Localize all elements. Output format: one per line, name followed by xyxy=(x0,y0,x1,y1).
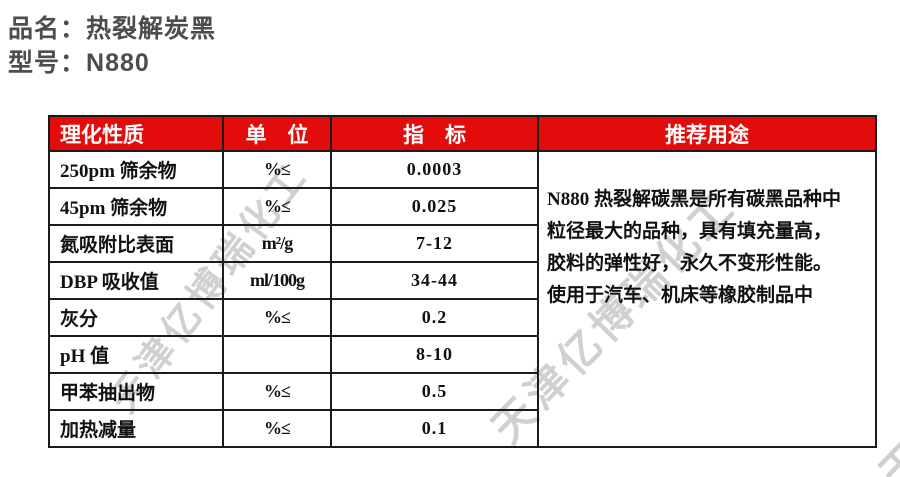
value-cell: 0.5 xyxy=(330,372,539,411)
usage-text-line: 使用于汽车、机床等橡胶制品中 xyxy=(547,285,814,306)
value-cell: 0.025 xyxy=(330,187,539,226)
unit-cell xyxy=(222,335,332,374)
usage-text-line: 粒径最大的品种，具有填充量高， xyxy=(547,221,833,242)
usage-text-line: 胶料的弹性好，永久不变形性能。 xyxy=(547,253,833,274)
table-row: 加热减量 %≤ 0.1 xyxy=(48,409,876,448)
col-header-usage: 推荐用途 xyxy=(537,115,877,152)
spec-table: 理化性质 单 位 指 标 推荐用途 250pm 筛余物 %≤ 0.0003 N8… xyxy=(48,115,877,448)
value-cell: 0.0003 xyxy=(330,150,539,189)
col-header-spec: 指 标 xyxy=(330,115,539,152)
table-row: 45pm 筛余物 %≤ 0.025 xyxy=(48,187,876,226)
model-line: 型号：N880 xyxy=(8,46,216,80)
property-cell: 加热减量 xyxy=(48,409,224,448)
table-row: DBP 吸收值 ml/100g 34-44 xyxy=(48,261,876,300)
model-value: N880 xyxy=(86,49,150,77)
property-cell: DBP 吸收值 xyxy=(48,261,224,300)
unit-cell: %≤ xyxy=(222,150,332,189)
unit-cell: %≤ xyxy=(222,372,332,411)
col-header-property: 理化性质 xyxy=(48,115,224,152)
product-name-label: 品名： xyxy=(8,15,87,43)
value-cell: 34-44 xyxy=(330,261,539,300)
value-cell: 7-12 xyxy=(330,224,539,263)
table-row: 氮吸附比表面 m²/g 7-12 xyxy=(48,224,876,263)
property-cell: pH 值 xyxy=(48,335,224,374)
value-cell: 0.2 xyxy=(330,298,539,337)
property-cell: 甲苯抽出物 xyxy=(48,372,224,411)
unit-cell: %≤ xyxy=(222,187,332,226)
unit-cell: ml/100g xyxy=(222,261,332,300)
model-label: 型号： xyxy=(8,49,87,77)
table-row: 甲苯抽出物 %≤ 0.5 xyxy=(48,372,876,411)
property-cell: 250pm 筛余物 xyxy=(48,150,224,189)
col-header-unit: 单 位 xyxy=(222,115,332,152)
unit-cell: %≤ xyxy=(222,298,332,337)
table-row: 灰分 %≤ 0.2 xyxy=(48,298,876,337)
value-cell: 0.1 xyxy=(330,409,539,448)
property-cell: 灰分 xyxy=(48,298,224,337)
property-cell: 45pm 筛余物 xyxy=(48,187,224,226)
product-name-value: 热裂解炭黑 xyxy=(86,15,217,43)
table-row: 250pm 筛余物 %≤ 0.0003 N880 热裂解碳黑是所有碳黑品种中 粒… xyxy=(48,150,877,448)
usage-text-line: N880 热裂解碳黑是所有碳黑品种中 xyxy=(547,189,841,210)
unit-cell: m²/g xyxy=(222,224,332,263)
property-cell: 氮吸附比表面 xyxy=(48,224,224,263)
table-header-row: 理化性质 单 位 指 标 推荐用途 xyxy=(48,115,877,152)
title-block: 品名：热裂解炭黑 型号：N880 xyxy=(8,12,216,80)
table-row: pH 值 8-10 xyxy=(48,335,876,374)
usage-cell: N880 热裂解碳黑是所有碳黑品种中 粒径最大的品种，具有填充量高， 胶料的弹性… xyxy=(537,150,877,448)
value-cell: 8-10 xyxy=(330,335,539,374)
unit-cell: %≤ xyxy=(222,409,332,448)
product-name-line: 品名：热裂解炭黑 xyxy=(8,12,216,46)
